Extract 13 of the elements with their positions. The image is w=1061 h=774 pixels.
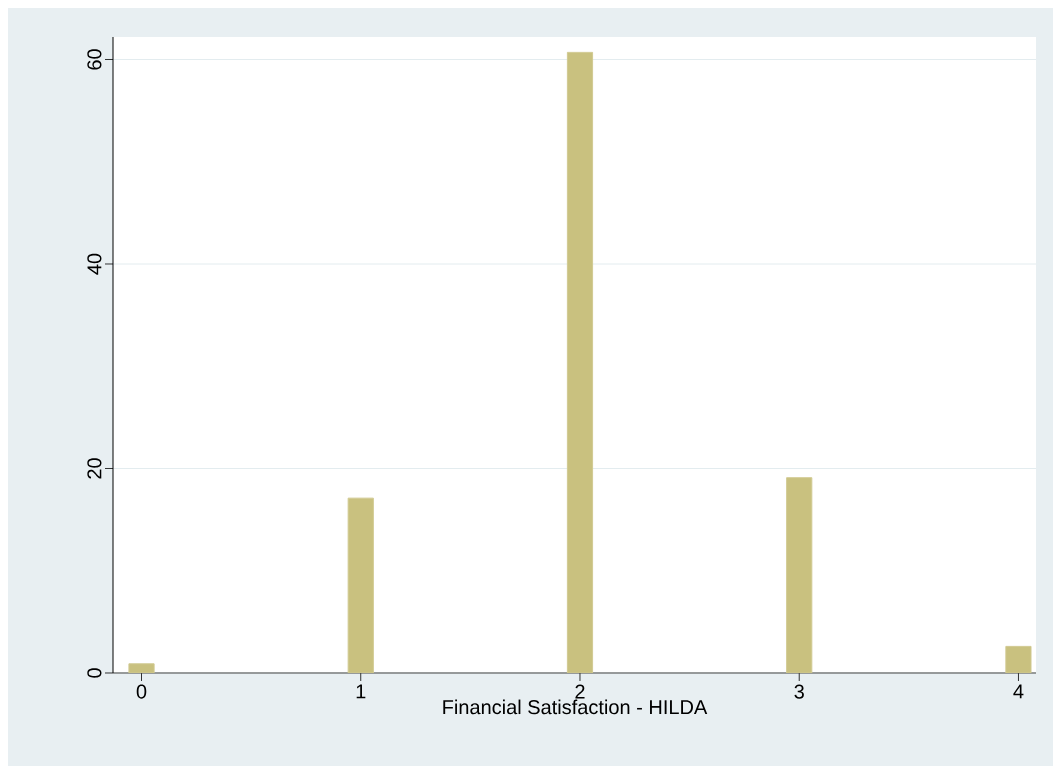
x-tick-label: 4 <box>1013 684 1024 699</box>
bar <box>786 477 813 673</box>
bar <box>347 497 374 673</box>
x-axis-title: Financial Satisfaction - HILDA <box>443 699 708 715</box>
x-tick-label: 3 <box>794 684 804 699</box>
y-tick-label: 20 <box>87 458 102 479</box>
x-tick-label: 0 <box>136 684 147 699</box>
y-tick-label: 60 <box>87 49 102 70</box>
y-tick-label: 40 <box>87 253 102 275</box>
bar <box>566 51 594 673</box>
x-tick-label: 2 <box>575 684 585 699</box>
x-tick-label: 1 <box>356 684 366 699</box>
y-tick-label: 0 <box>87 668 102 678</box>
